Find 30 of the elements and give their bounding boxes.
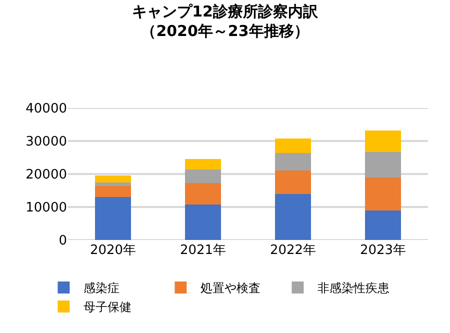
- bar: [185, 204, 221, 240]
- bar: [365, 210, 401, 240]
- bar: [95, 175, 131, 182]
- legend-label: 処置や検査: [200, 281, 261, 296]
- bar: [185, 158, 221, 170]
- bar: [185, 169, 221, 183]
- y-tick-label: 10000: [26, 200, 67, 216]
- bar: [365, 130, 401, 152]
- legend-label: 非感染性疾患: [318, 281, 390, 296]
- y-tick-label: 0: [58, 234, 67, 249]
- legend-label: 感染症: [84, 281, 120, 296]
- y-tick-label: 30000: [26, 134, 67, 150]
- legend-label: 母子保健: [84, 300, 132, 314]
- bar: [95, 196, 131, 240]
- bar: [275, 194, 311, 240]
- x-tick-label: 2022年: [270, 243, 316, 258]
- bar: [275, 138, 311, 153]
- bar: [275, 170, 311, 194]
- x-tick-label: 2020年: [90, 243, 136, 258]
- y-tick-label: 40000: [26, 102, 67, 117]
- bar: [365, 152, 401, 178]
- bar: [185, 182, 221, 204]
- y-tick-label: 20000: [26, 168, 67, 183]
- chart-subtitle: （2020年～23年推移）: [141, 22, 309, 40]
- x-tick-label: 2023年: [360, 243, 406, 258]
- bar: [275, 152, 311, 170]
- bar: [365, 177, 401, 210]
- chart-title: キャンプ12診療所診察内訳: [132, 2, 319, 21]
- x-tick-label: 2021年: [180, 243, 226, 258]
- bar: [95, 186, 131, 197]
